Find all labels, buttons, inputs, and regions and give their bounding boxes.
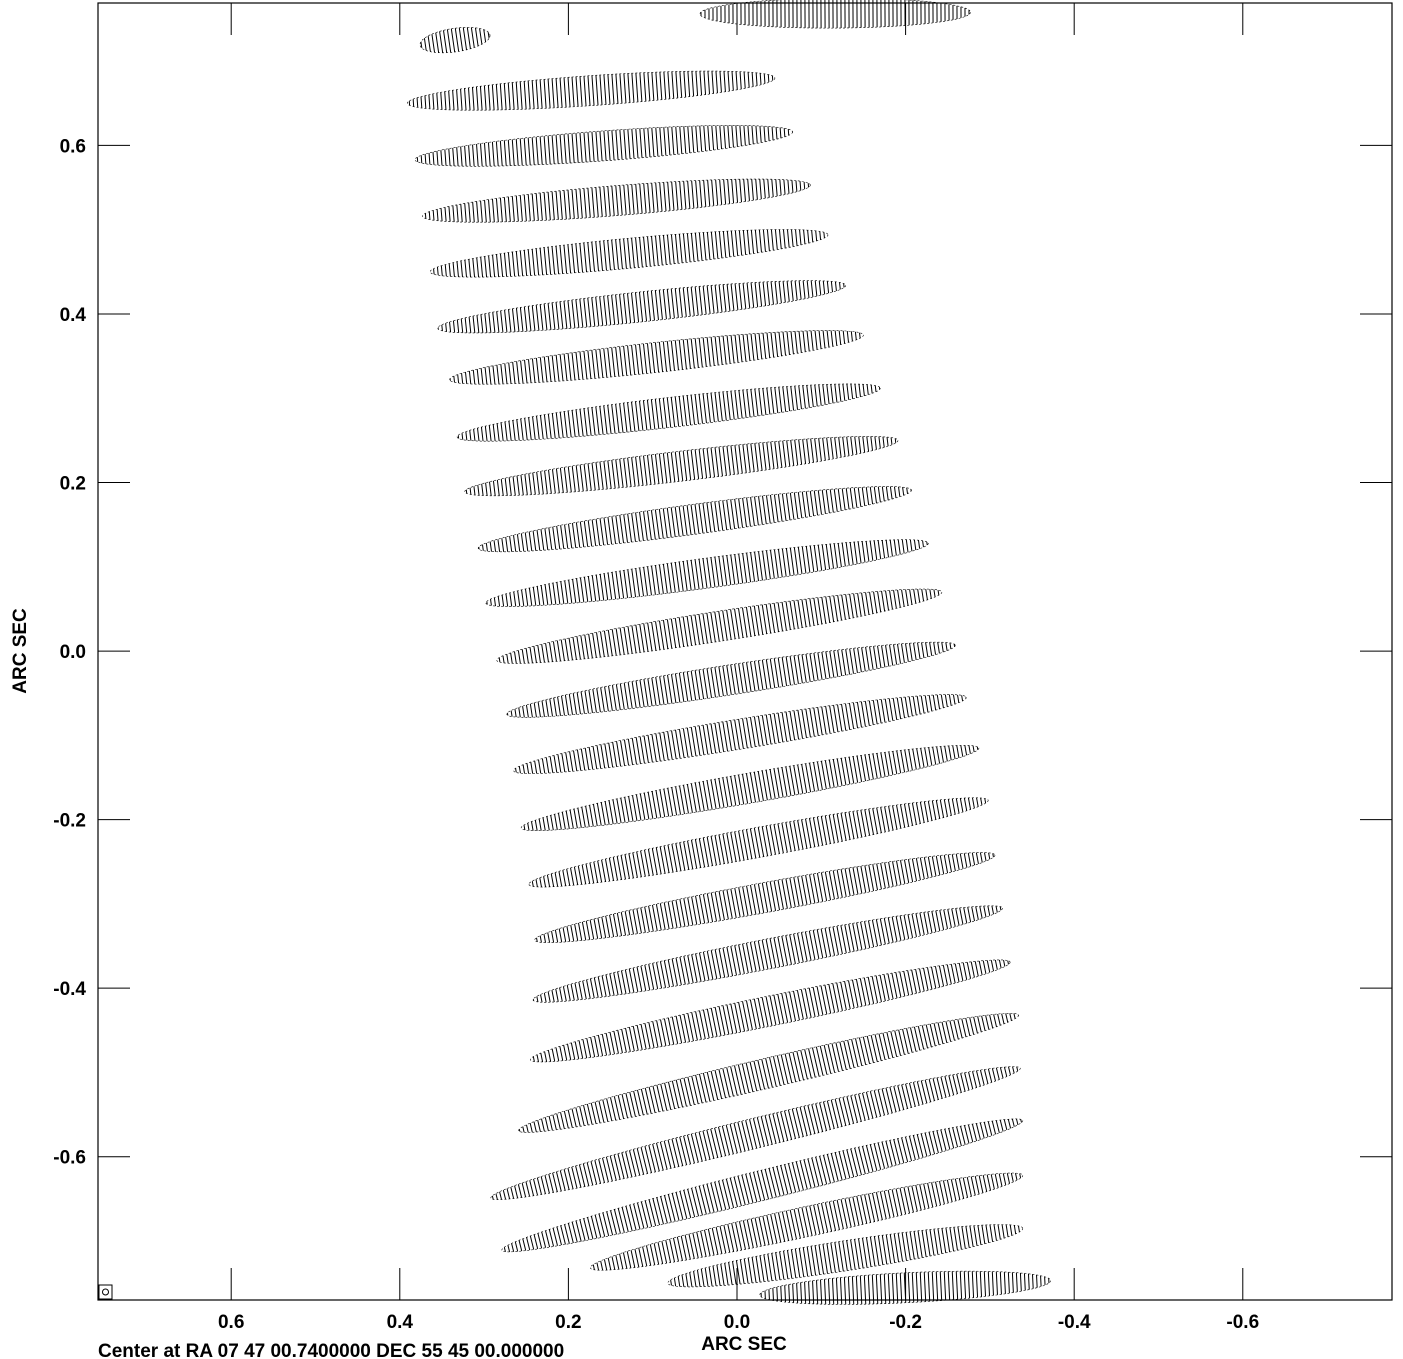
x-tick-label: -0.6	[1226, 1312, 1259, 1333]
fringe-contour	[449, 330, 864, 385]
y-tick-label: 0.2	[60, 474, 86, 495]
fringe-contour	[464, 436, 899, 497]
fringe-contour	[759, 1270, 1051, 1305]
y-tick-label: 0.6	[60, 136, 86, 157]
x-tick-label: 0.6	[218, 1312, 244, 1333]
fringe-contour	[496, 588, 943, 664]
fringe-contour	[429, 229, 829, 278]
x-tick-label: -0.2	[889, 1312, 922, 1333]
fringe-contour	[422, 178, 811, 223]
fringe-contour	[667, 1224, 1024, 1288]
y-tick-label: -0.6	[53, 1148, 86, 1169]
fringe-contour	[456, 383, 881, 442]
fringe-contour	[485, 539, 929, 607]
fringe-contour	[530, 959, 1011, 1063]
y-tick-label: 0.0	[60, 642, 86, 663]
fringe-contour	[407, 70, 776, 111]
beam-box	[98, 1284, 113, 1300]
fringe-contour	[437, 280, 847, 334]
fringe-contour	[518, 1013, 1019, 1133]
x-tick-label: 0.4	[387, 1312, 414, 1333]
footer: Center at RA 07 47 00.7400000 DEC 55 45 …	[98, 1341, 564, 1359]
x-axis-label: ARC SEC	[701, 1334, 787, 1355]
y-tick-label: -0.2	[53, 811, 86, 832]
x-tick-label: 0.2	[555, 1312, 581, 1333]
fringe-contour	[490, 1066, 1021, 1200]
fringe-contour	[699, 0, 971, 29]
fringe-contour	[589, 1172, 1024, 1271]
fringe-contour	[528, 797, 989, 888]
fringe-contour	[501, 1118, 1024, 1253]
fringe-contour	[414, 125, 793, 167]
x-tick-label: 0.0	[724, 1312, 750, 1333]
y-tick-label: -0.4	[53, 979, 86, 1000]
fringe-contour	[532, 905, 1003, 1003]
fringe-contour	[520, 745, 980, 831]
fringe-contour	[534, 852, 996, 943]
fringe-contour	[506, 641, 956, 718]
beam	[102, 1288, 109, 1296]
fringe-contour	[419, 27, 491, 54]
y-tick-label: 0.4	[60, 305, 87, 326]
x-tick-label: -0.4	[1058, 1312, 1091, 1333]
y-axis-label: ARC SEC	[10, 608, 31, 694]
fringe-contour	[513, 694, 967, 774]
fringe-contour	[477, 486, 912, 553]
